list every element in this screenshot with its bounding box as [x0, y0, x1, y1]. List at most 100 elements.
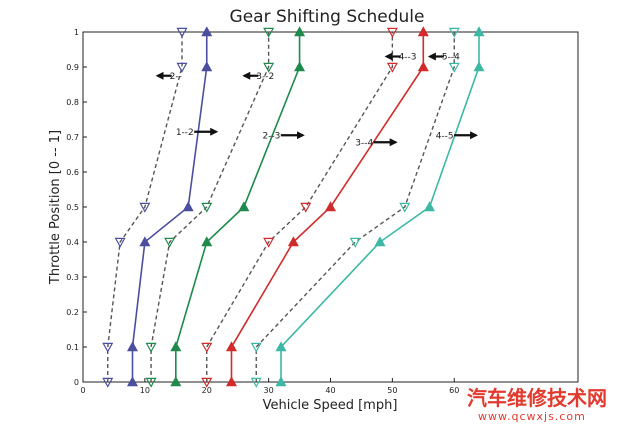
y-tick-label: 0.1 — [66, 343, 79, 352]
series-4-3 — [201, 27, 398, 388]
data-point — [275, 341, 287, 352]
y-tick-label: 0.5 — [66, 203, 79, 212]
data-point — [201, 236, 213, 247]
data-point — [473, 26, 485, 37]
x-axis-ticks: 0 10 20 30 40 50 60 — [80, 378, 459, 395]
annotation-label: 3--4 — [355, 138, 373, 148]
data-point — [417, 61, 429, 72]
annotation-label: 3--2 — [256, 72, 274, 82]
data-point — [423, 201, 436, 212]
data-point — [250, 342, 262, 353]
series-line — [280, 32, 480, 382]
data-point — [349, 237, 361, 248]
data-point — [139, 202, 151, 213]
data-point — [170, 376, 182, 387]
annotation-label: 2-- — [170, 72, 182, 82]
data-point — [126, 376, 139, 387]
series-4-5 — [275, 26, 485, 387]
data-point — [448, 62, 460, 73]
data-point — [238, 201, 250, 212]
series-3-2 — [145, 27, 275, 388]
y-tick-label: 0.8 — [66, 98, 79, 107]
series-layer — [102, 26, 485, 388]
series-line — [255, 32, 455, 382]
y-tick-label: 0 — [74, 378, 79, 387]
watermark-title: 汽车维修技术网 — [467, 386, 607, 410]
data-point — [399, 202, 411, 213]
x-tick-label: 10 — [140, 386, 150, 395]
data-point — [374, 236, 386, 247]
data-point — [287, 236, 299, 247]
data-point — [145, 377, 157, 388]
x-tick-label: 0 — [80, 386, 85, 395]
x-axis-label: Vehicle Speed [mph] — [263, 398, 398, 413]
data-point — [170, 341, 182, 352]
series-line — [107, 32, 183, 382]
series-1-2 — [126, 26, 213, 387]
data-point — [139, 236, 151, 247]
y-tick-label: 0.6 — [66, 168, 79, 177]
data-point — [102, 342, 114, 353]
data-point — [263, 27, 275, 38]
series-2-1 — [102, 27, 188, 388]
data-point — [145, 342, 157, 353]
series-2-3 — [170, 26, 306, 387]
data-point — [201, 342, 213, 353]
y-tick-label: 0.4 — [66, 238, 79, 247]
data-point — [102, 377, 114, 388]
chart-title: Gear Shifting Schedule — [230, 7, 425, 27]
data-point — [126, 341, 139, 352]
y-axis-label: Throttle Position [0 -- 1] — [48, 130, 63, 285]
data-point — [250, 377, 262, 388]
annotation-label: 4--3 — [399, 53, 417, 63]
data-point — [176, 62, 188, 73]
data-point — [201, 26, 213, 37]
x-tick-label: 50 — [387, 386, 397, 395]
annotation-label: 5--4 — [442, 53, 460, 63]
x-tick-label: 30 — [264, 386, 274, 395]
y-axis-ticks: 0 0.1 0.2 0.3 0.4 0.5 0.6 0.7 0.8 0.9 1 — [66, 28, 87, 387]
x-tick-label: 40 — [325, 386, 335, 395]
annotation-label: 4--5 — [436, 131, 454, 141]
series-line — [150, 32, 270, 382]
data-point — [225, 341, 238, 352]
data-point — [473, 61, 485, 72]
data-point — [225, 376, 238, 387]
data-point — [201, 377, 213, 388]
series-line — [175, 32, 301, 382]
annotation-label: 1--2 — [176, 128, 194, 138]
series-line — [206, 32, 394, 382]
data-point — [417, 26, 429, 37]
data-point — [201, 61, 213, 72]
series-5-4 — [250, 27, 460, 388]
data-point — [164, 237, 176, 248]
data-point — [275, 376, 287, 387]
data-point — [294, 26, 306, 37]
data-point — [201, 202, 213, 213]
data-point — [324, 201, 337, 212]
x-tick-label: 60 — [449, 386, 459, 395]
y-tick-label: 0.9 — [66, 63, 79, 72]
data-point — [114, 237, 126, 248]
y-tick-label: 0.2 — [66, 308, 79, 317]
data-point — [182, 201, 194, 212]
data-point — [448, 27, 460, 38]
watermark-url: www.qcwxjs.com — [478, 410, 586, 423]
data-point — [176, 27, 188, 38]
data-point — [294, 61, 306, 72]
series-line — [230, 32, 425, 382]
x-tick-label: 20 — [202, 386, 212, 395]
annotation-layer: 2-- 3--2 4--3 5--4 1--2 2--3 3--4 4--5 — [155, 52, 479, 148]
series-line — [131, 32, 208, 382]
y-tick-label: 0.3 — [66, 273, 79, 282]
annotation-label: 2--3 — [262, 131, 280, 141]
data-point — [263, 62, 275, 73]
data-point — [386, 62, 398, 73]
data-point — [263, 237, 275, 248]
data-point — [300, 202, 312, 213]
watermark: 汽车维修技术网 www.qcwxjs.com — [467, 386, 607, 423]
data-point — [386, 27, 398, 38]
y-tick-label: 0.7 — [66, 133, 79, 142]
y-tick-label: 1 — [74, 28, 79, 37]
